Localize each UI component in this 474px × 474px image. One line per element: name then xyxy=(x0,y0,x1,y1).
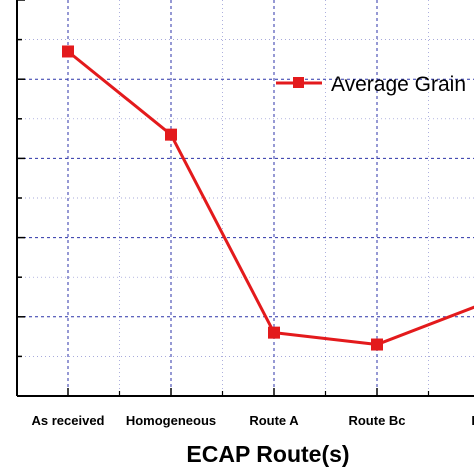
data-point-marker xyxy=(165,128,177,141)
series-layer xyxy=(62,45,474,351)
x-tick-label: Route A xyxy=(249,413,299,428)
data-point-marker xyxy=(268,326,280,339)
data-point-marker xyxy=(371,338,383,351)
legend: Average Grain xyxy=(276,73,466,96)
grid-lines xyxy=(17,0,474,396)
legend-label: Average Grain xyxy=(331,73,466,96)
x-tick-label: Homogeneous xyxy=(126,413,216,428)
x-tick-label: As received xyxy=(32,413,105,428)
legend-marker-sample xyxy=(293,77,304,88)
x-axis-title: ECAP Route(s) xyxy=(186,441,349,467)
x-tick-label: Route Bc xyxy=(348,413,405,428)
x-tick-label: Ro xyxy=(471,413,474,428)
data-point-marker xyxy=(62,45,74,58)
tick-labels: As received Homogeneous Route A Route Bc Ro xyxy=(32,413,474,428)
axes xyxy=(16,0,474,397)
